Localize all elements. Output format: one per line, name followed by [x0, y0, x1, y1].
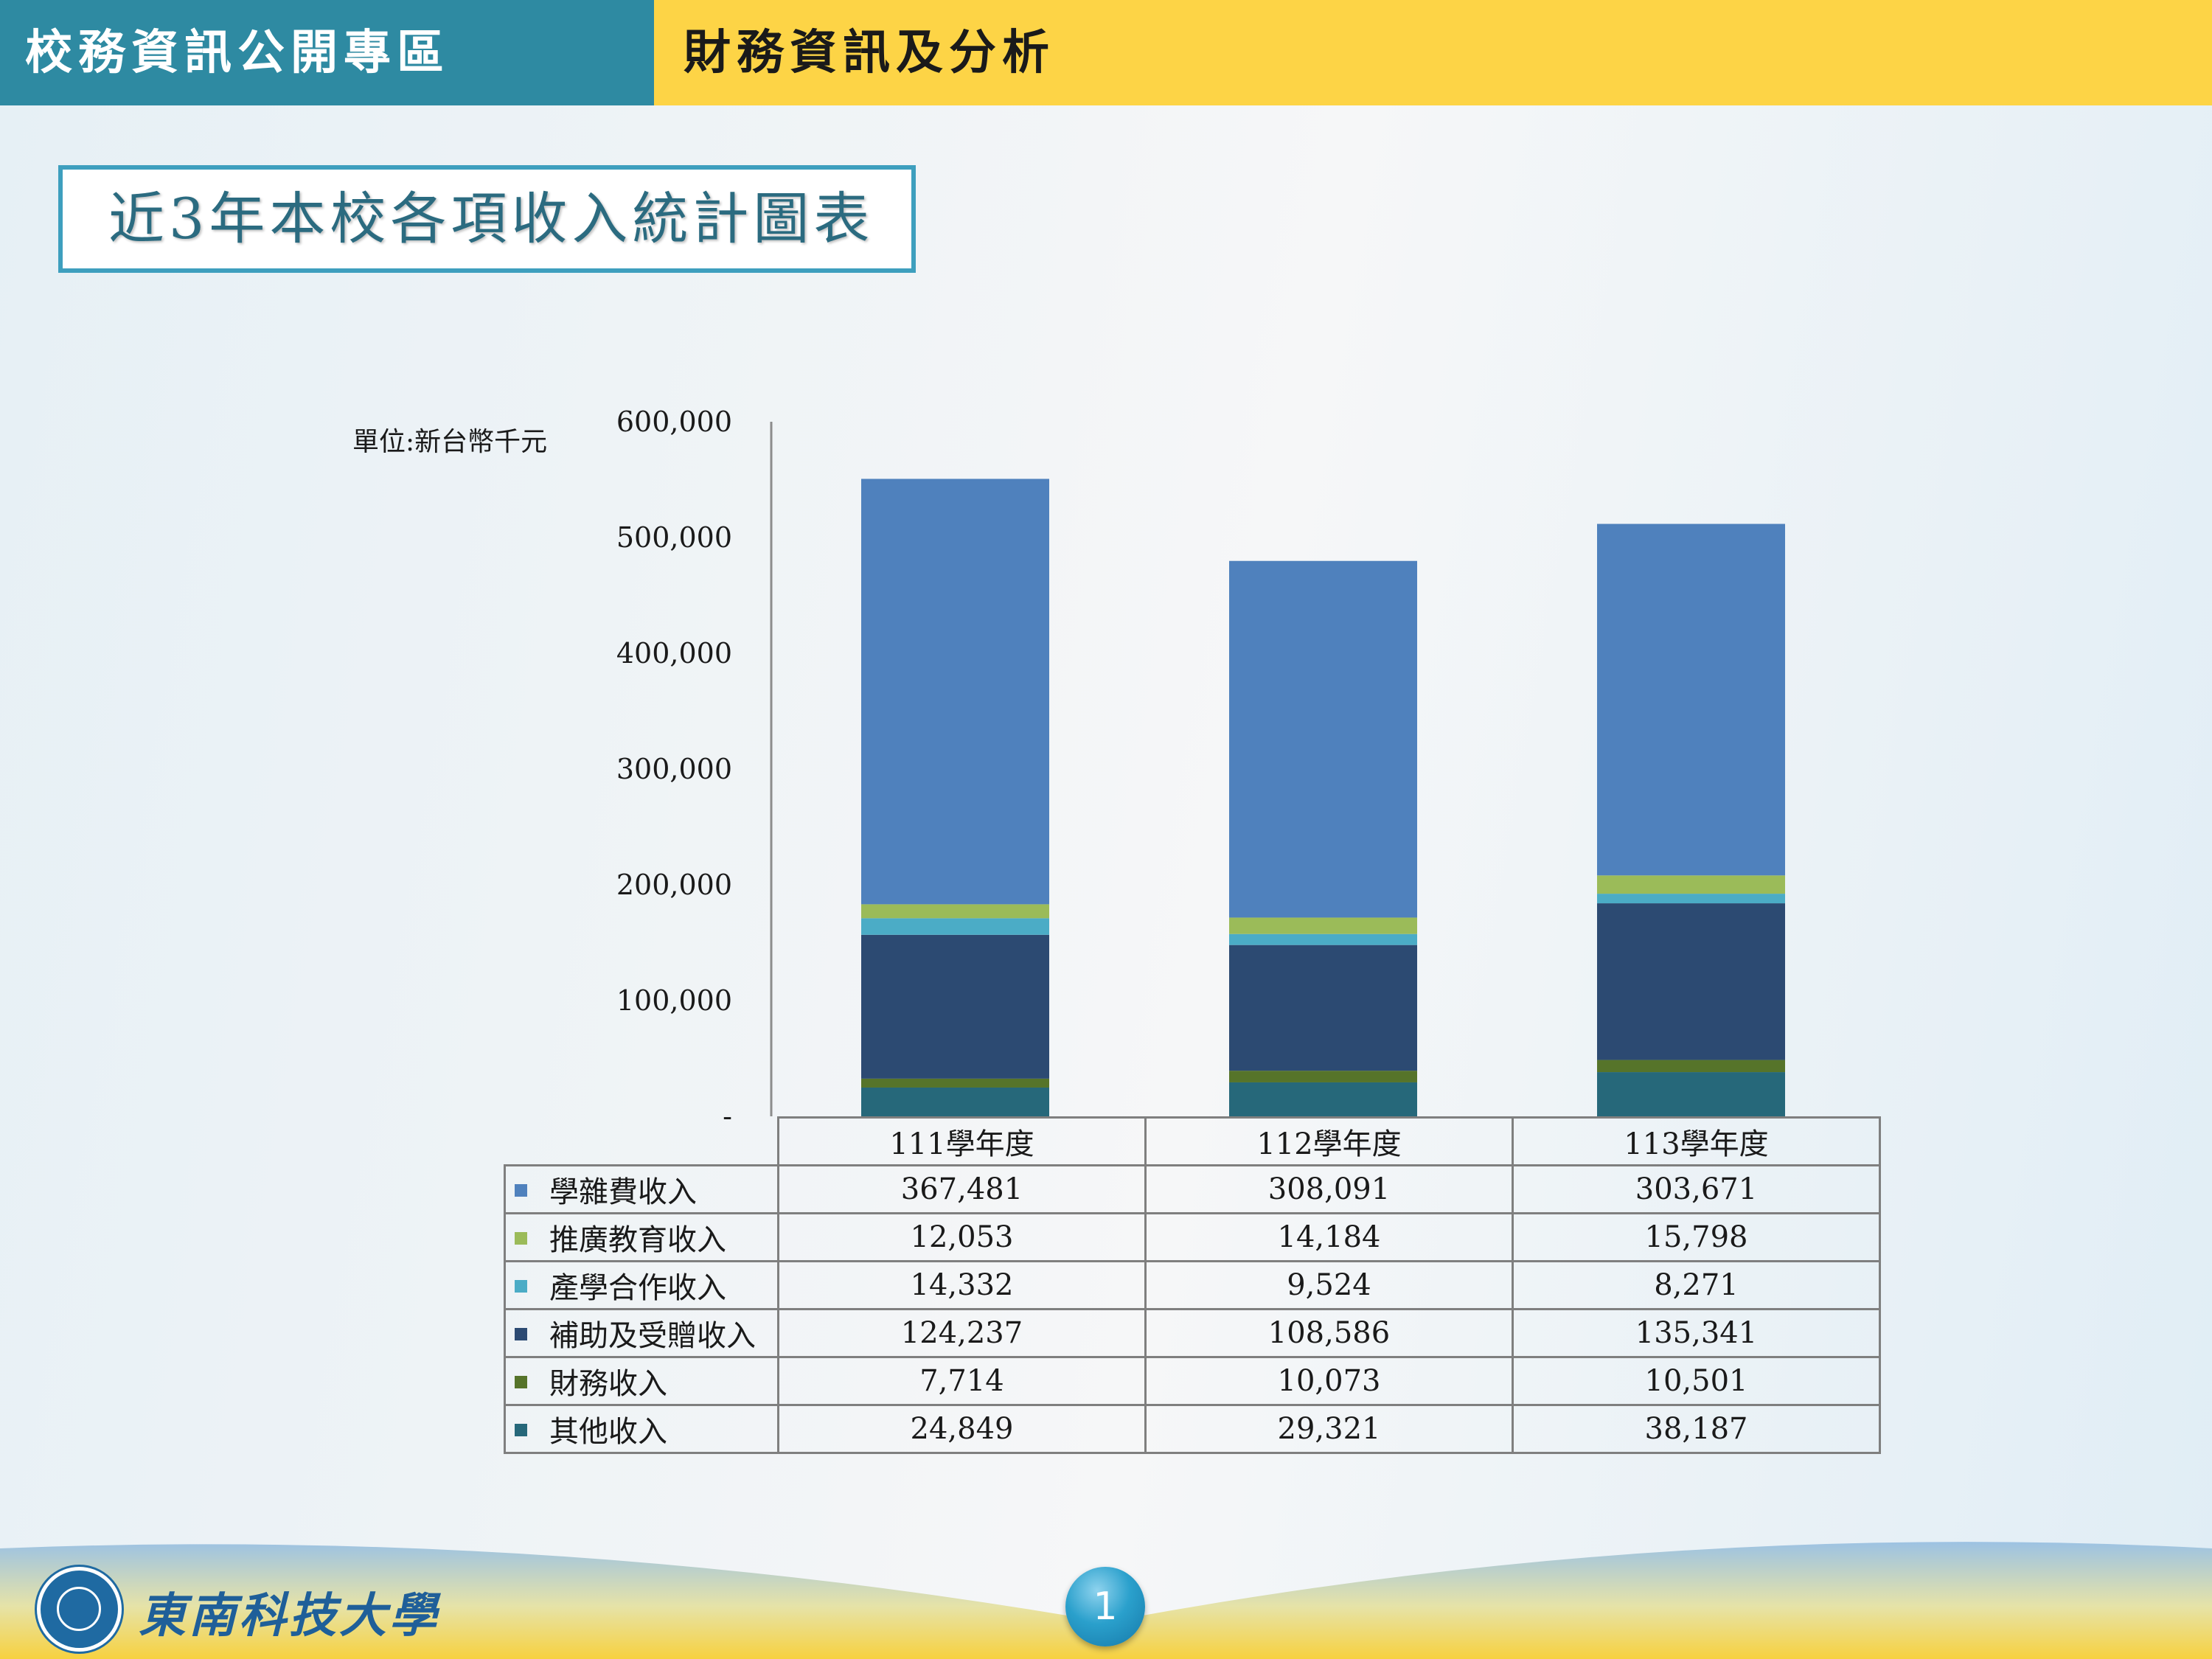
bar-segment [1229, 933, 1417, 945]
y-tick-label: 100,000 [616, 984, 732, 1017]
legend-entry: 財務收入 [504, 1356, 779, 1406]
bar-segment [1597, 1060, 1785, 1073]
table-row: 產學合作收入 14,332 9,524 8,271 [504, 1260, 1881, 1310]
legend-entry: 學雜費收入 [504, 1164, 779, 1214]
x-category-label: 111學年度 [777, 1116, 1147, 1166]
data-cell: 367,481 [777, 1164, 1147, 1214]
legend-swatch [515, 1327, 527, 1340]
data-cell: 10,501 [1512, 1356, 1881, 1406]
y-tick-label: 400,000 [616, 637, 732, 669]
legend-entry: 推廣教育收入 [504, 1212, 779, 1262]
x-category-label: 112學年度 [1144, 1116, 1514, 1166]
data-cell: 38,187 [1512, 1404, 1881, 1454]
data-cell: 135,341 [1512, 1308, 1881, 1358]
data-table: 111學年度 112學年度 113學年度學雜費收入 367,481 308,091 303… [504, 1116, 1881, 1454]
data-cell: 124,237 [777, 1308, 1147, 1358]
table-row: 補助及受贈收入 124,237 108,586 135,341 [504, 1308, 1881, 1358]
bar-segment [1597, 894, 1785, 904]
table-row: 學雜費收入 367,481 308,091 303,671 [504, 1164, 1881, 1214]
data-cell: 8,271 [1512, 1260, 1881, 1310]
bar-segment [1229, 1071, 1417, 1082]
data-cell: 10,073 [1144, 1356, 1514, 1406]
table-corner [504, 1117, 779, 1166]
bar-segment [1597, 903, 1785, 1060]
bar-segment [1597, 524, 1785, 876]
bar-segment [861, 1087, 1049, 1116]
y-tick-label: 500,000 [616, 521, 732, 554]
data-cell: 15,798 [1512, 1212, 1881, 1262]
legend-entry: 補助及受贈收入 [504, 1308, 779, 1358]
legend-swatch [515, 1423, 527, 1436]
page-number: 1 [1065, 1567, 1145, 1646]
data-cell: 14,184 [1144, 1212, 1514, 1262]
legend-swatch [515, 1279, 527, 1293]
legend-label: 補助及受贈收入 [549, 1319, 756, 1353]
data-cell: 12,053 [777, 1212, 1147, 1262]
header-page-title: 財務資訊及分析 [654, 0, 2212, 105]
school-name: 東南科技大學 [139, 1588, 439, 1644]
legend-entry: 其他收入 [504, 1404, 779, 1454]
bar-segment [861, 904, 1049, 919]
bar-segment [1229, 945, 1417, 1071]
legend-swatch [515, 1375, 527, 1388]
table-row: 推廣教育收入 12,053 14,184 15,798 [504, 1212, 1881, 1262]
bar-segment [861, 479, 1049, 905]
table-row: 財務收入 7,714 10,073 10,501 [504, 1356, 1881, 1406]
data-cell: 303,671 [1512, 1164, 1881, 1214]
school-logo [37, 1567, 122, 1652]
bar-segment [1229, 1082, 1417, 1116]
unit-label: 單位:新台幣千元 [352, 427, 548, 457]
legend-label: 其他收入 [549, 1415, 667, 1449]
bar-segment [1229, 560, 1417, 918]
data-cell: 14,332 [777, 1260, 1147, 1310]
x-category-label: 113學年度 [1512, 1116, 1881, 1166]
legend-label: 推廣教育收入 [549, 1223, 726, 1257]
data-cell: 7,714 [777, 1356, 1147, 1406]
y-tick-label: 300,000 [616, 753, 732, 785]
data-cell: 29,321 [1144, 1404, 1514, 1454]
table-row: 其他收入 24,849 29,321 38,187 [504, 1404, 1881, 1454]
legend-label: 產學合作收入 [549, 1271, 726, 1305]
data-cell: 9,524 [1144, 1260, 1514, 1310]
bar-segment [861, 934, 1049, 1079]
y-tick-label: 200,000 [616, 869, 732, 901]
bar-segment [1597, 875, 1785, 894]
legend-swatch [515, 1183, 527, 1197]
legend-label: 財務收入 [549, 1367, 667, 1401]
slide-title: 近3年本校各項收入統計圖表 [58, 165, 916, 273]
bar-segment [861, 918, 1049, 935]
stacked-bar-chart: -100,000200,000300,000400,000500,000600,… [616, 406, 1785, 1128]
data-cell: 24,849 [777, 1404, 1147, 1454]
bar-segment [861, 1078, 1049, 1088]
header-section-title: 校務資訊公開專區 [0, 0, 654, 105]
y-tick-label: 600,000 [616, 406, 732, 438]
legend-entry: 產學合作收入 [504, 1260, 779, 1310]
footer-wave [0, 1542, 2212, 1659]
legend-swatch [515, 1231, 527, 1245]
bar-segment [1229, 917, 1417, 934]
legend-label: 學雜費收入 [549, 1175, 697, 1209]
bar-segment [1597, 1072, 1785, 1116]
data-cell: 308,091 [1144, 1164, 1514, 1214]
data-cell: 108,586 [1144, 1308, 1514, 1358]
